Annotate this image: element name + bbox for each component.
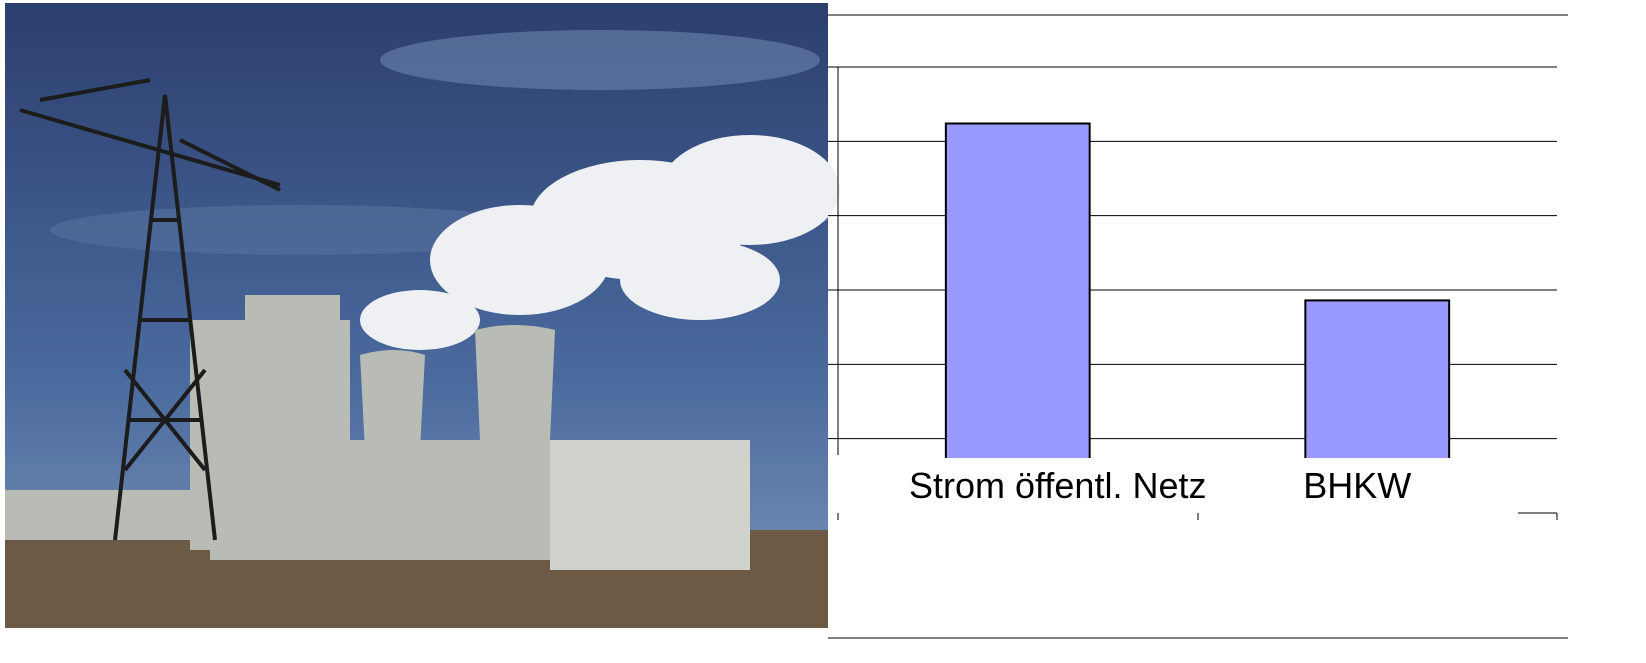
page: Strom öffentl. Netz BHKW bbox=[0, 0, 1646, 658]
x-tick-label: BHKW bbox=[1303, 465, 1411, 506]
chart-frame bbox=[828, 15, 1568, 638]
x-tick-label: Strom öffentl. Netz bbox=[909, 465, 1206, 506]
bar bbox=[946, 123, 1090, 513]
photo bbox=[5, 3, 840, 628]
plot-area bbox=[946, 123, 1449, 513]
